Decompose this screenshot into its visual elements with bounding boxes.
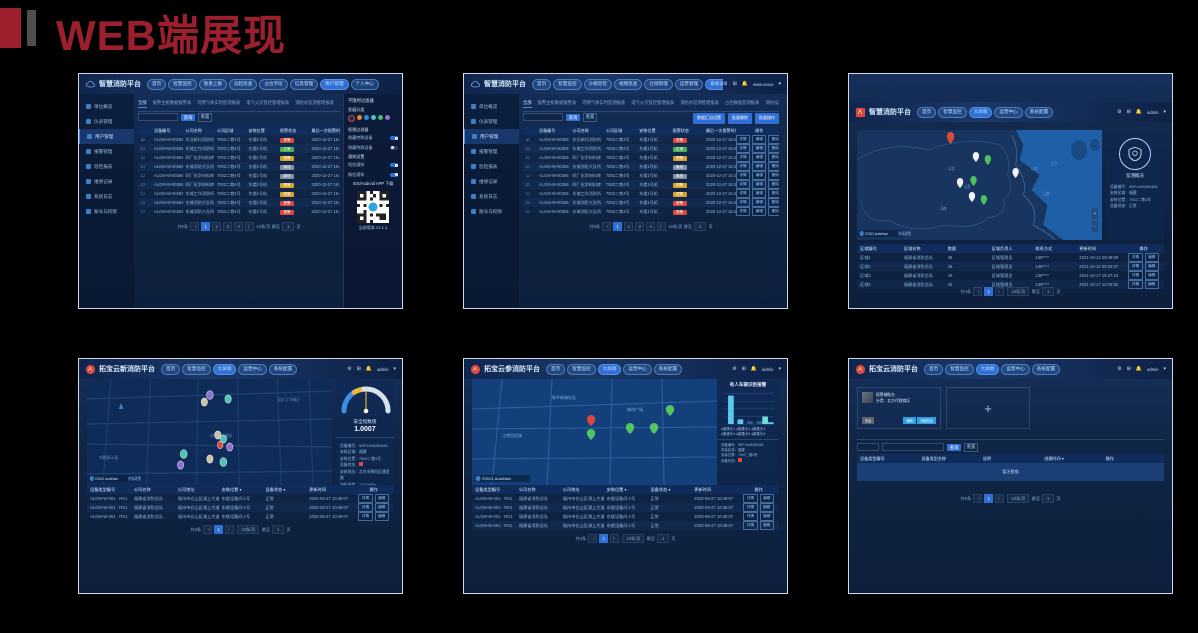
svg-text:城市广场: 城市广场 (627, 406, 643, 412)
svg-text:中建国际公寓: 中建国际公寓 (99, 455, 118, 461)
svg-text:©2021 AutoNavi: ©2021 AutoNavi (865, 232, 888, 236)
svg-text:山东: 山东 (1031, 166, 1038, 172)
svg-text:隐私政策: 隐私政策 (898, 231, 911, 237)
svg-text:江苏: 江苏 (1043, 191, 1050, 197)
svg-text:河北: 河北 (948, 166, 955, 172)
svg-text:河南: 河南 (940, 206, 947, 212)
svg-text:天安门广场周边: 天安门广场周边 (277, 397, 299, 403)
svg-text:©2021 AutoNavi: ©2021 AutoNavi (482, 476, 511, 481)
svg-text:辽宁: 辽宁 (1051, 161, 1058, 167)
svg-text:和平新城社区: 和平新城社区 (552, 394, 576, 400)
svg-text:隐私政策: 隐私政策 (128, 476, 141, 482)
svg-text:+: + (1094, 211, 1097, 217)
svg-text:山西: 山西 (964, 184, 971, 190)
svg-text:江南世纪城: 江南世纪城 (502, 432, 522, 438)
svg-text:©2021 AutoNavi: ©2021 AutoNavi (95, 477, 118, 481)
